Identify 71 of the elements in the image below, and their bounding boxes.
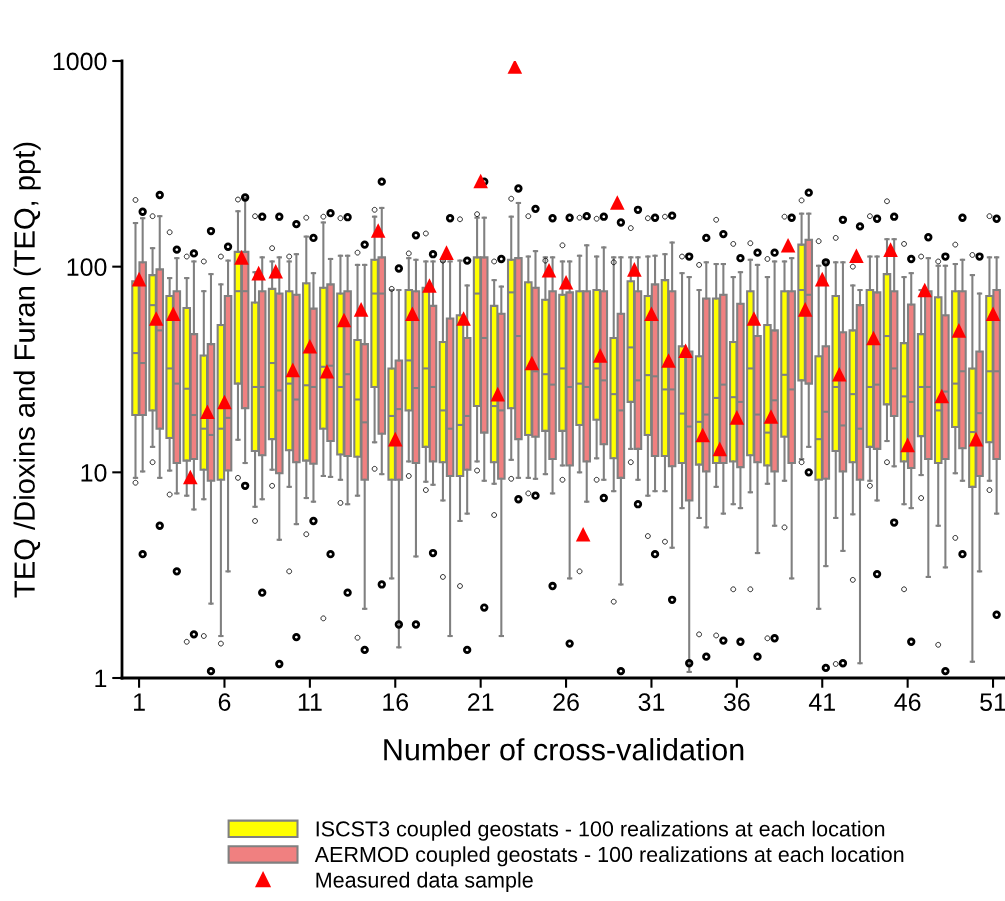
point <box>678 343 693 359</box>
point <box>183 469 198 485</box>
point <box>405 306 420 322</box>
y-tick-label: 100 <box>67 258 107 276</box>
point <box>353 302 369 317</box>
point <box>951 323 967 338</box>
point <box>302 339 318 354</box>
legend-label: AERMOD coupled geostats - 100 realizations at each location <box>314 846 904 867</box>
point <box>490 386 506 402</box>
point <box>917 282 933 298</box>
x-tick-label: 21 <box>468 693 494 711</box>
point <box>319 363 335 379</box>
point <box>592 348 608 363</box>
x-tick-label: 1 <box>134 693 145 711</box>
point <box>814 271 830 287</box>
point <box>968 431 984 447</box>
point <box>695 427 710 443</box>
point <box>849 248 864 264</box>
point <box>661 353 676 368</box>
point <box>627 262 642 277</box>
x-tick-label: 31 <box>638 693 665 711</box>
point <box>473 173 488 189</box>
point <box>234 250 249 265</box>
point <box>644 306 659 322</box>
point <box>336 312 352 328</box>
point <box>866 330 881 346</box>
y-tick-label: 10 <box>81 463 107 482</box>
point <box>832 366 847 382</box>
x-axis-title: Number of cross-validation <box>384 738 744 761</box>
point <box>422 278 437 293</box>
point <box>439 245 454 260</box>
point <box>507 61 523 74</box>
legend-label: ISCST3 coupled geostats - 100 realizations at each location <box>316 820 885 841</box>
x-tick-label: 36 <box>723 693 750 711</box>
point <box>934 388 950 404</box>
point <box>370 223 386 238</box>
point <box>883 242 898 257</box>
point <box>780 238 796 253</box>
x-tick-label: 46 <box>894 693 921 711</box>
point <box>387 431 403 447</box>
point <box>456 311 471 326</box>
y-tick-label: 1 <box>95 669 107 688</box>
x-tick-label: 51 <box>980 693 1005 711</box>
point <box>131 271 147 287</box>
point <box>900 437 915 453</box>
point <box>985 306 1001 322</box>
legend-label: Measured data sample <box>316 871 533 892</box>
point <box>729 410 745 425</box>
point <box>541 263 557 278</box>
point <box>746 311 762 326</box>
point <box>148 311 164 326</box>
point <box>217 394 232 410</box>
x-tick-label: 11 <box>298 693 322 711</box>
x-tick-label: 16 <box>383 693 409 711</box>
point <box>558 274 574 290</box>
point <box>200 404 215 420</box>
x-tick-label: 41 <box>808 693 835 711</box>
point <box>524 355 540 371</box>
point <box>712 441 728 457</box>
point <box>575 526 591 542</box>
x-tick-label: 6 <box>218 693 231 711</box>
point <box>797 302 813 317</box>
point <box>763 409 779 424</box>
point <box>268 263 283 279</box>
x-tick-label: 26 <box>553 693 579 711</box>
point <box>610 195 625 210</box>
point <box>251 265 266 281</box>
y-tick-label: 1000 <box>53 52 107 71</box>
y-axis-title: TEQ /Dioxins and Furan (TEQ, ppt) <box>13 142 41 598</box>
point <box>285 362 301 378</box>
point <box>165 306 181 322</box>
